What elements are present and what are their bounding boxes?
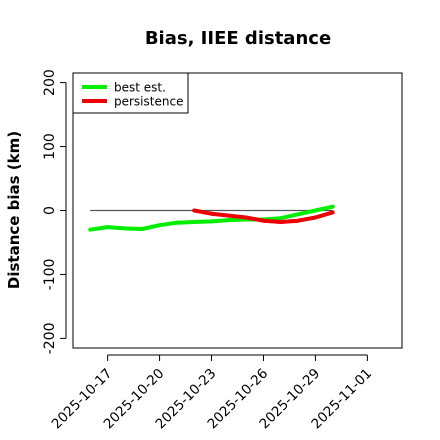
data-point-persistence	[192, 208, 197, 213]
y-tick-label: 0	[42, 206, 58, 215]
data-point-persistence	[209, 211, 214, 216]
data-point-persistence	[296, 218, 301, 223]
y-axis-label: Distance bias (km)	[5, 131, 23, 289]
legend-label-best-est: best est.	[114, 81, 166, 95]
data-point-best-est	[105, 225, 110, 230]
chart-title: Bias, IIEE distance	[145, 28, 331, 49]
x-axis: 2025-10-172025-10-202025-10-232025-10-26…	[49, 354, 375, 432]
data-point-persistence	[313, 215, 318, 220]
data-point-best-est	[226, 218, 231, 223]
plot-frame	[72, 72, 403, 349]
data-point-persistence	[244, 215, 249, 220]
data-point-best-est	[330, 204, 335, 209]
data-point-best-est	[313, 208, 318, 213]
data-point-best-est	[278, 216, 283, 221]
data-point-persistence	[330, 210, 335, 215]
legend-box	[72, 72, 189, 114]
data-point-best-est	[157, 223, 162, 228]
data-point-best-est	[88, 227, 93, 232]
data-point-persistence	[261, 218, 266, 223]
y-tick-label: -200	[42, 323, 58, 355]
data-point-best-est	[140, 227, 145, 232]
y-tick-label: -100	[42, 259, 58, 291]
data-point-best-est	[209, 219, 214, 224]
legend: best est.persistence	[72, 72, 189, 114]
y-tick-label: 100	[42, 133, 58, 160]
data-point-best-est	[192, 220, 197, 225]
legend-label-persistence: persistence	[114, 95, 183, 109]
data-point-best-est	[174, 220, 179, 225]
series-layer	[88, 204, 335, 232]
y-tick-label: 200	[42, 69, 58, 96]
y-axis: -200 -100 0 100 200	[42, 69, 67, 355]
data-point-persistence	[226, 213, 231, 218]
data-point-best-est	[122, 226, 127, 231]
data-point-best-est	[296, 212, 301, 217]
data-point-persistence	[278, 220, 283, 225]
